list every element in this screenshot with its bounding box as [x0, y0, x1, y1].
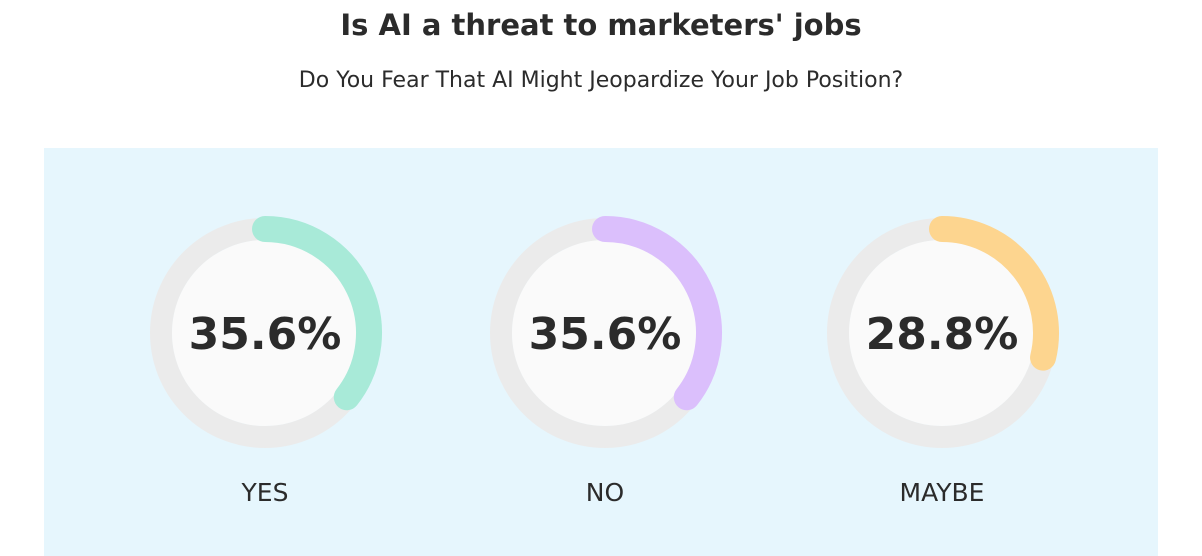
- ring-inner: [172, 240, 358, 426]
- ring-inner: [849, 240, 1035, 426]
- chart-subtitle: Do You Fear That AI Might Jeopardize You…: [299, 68, 903, 93]
- chart-title: Is AI a threat to marketers' jobs: [340, 8, 861, 42]
- category-label: YES: [241, 478, 289, 507]
- value-label: 35.6%: [189, 309, 342, 360]
- category-label: MAYBE: [900, 478, 985, 507]
- ring-inner: [512, 240, 698, 426]
- ring-arc: [929, 216, 1059, 371]
- category-label: NO: [586, 478, 624, 507]
- ring-arc: [252, 216, 382, 411]
- value-label: 28.8%: [866, 309, 1019, 360]
- ring-arc: [592, 216, 722, 411]
- value-label: 35.6%: [529, 309, 682, 360]
